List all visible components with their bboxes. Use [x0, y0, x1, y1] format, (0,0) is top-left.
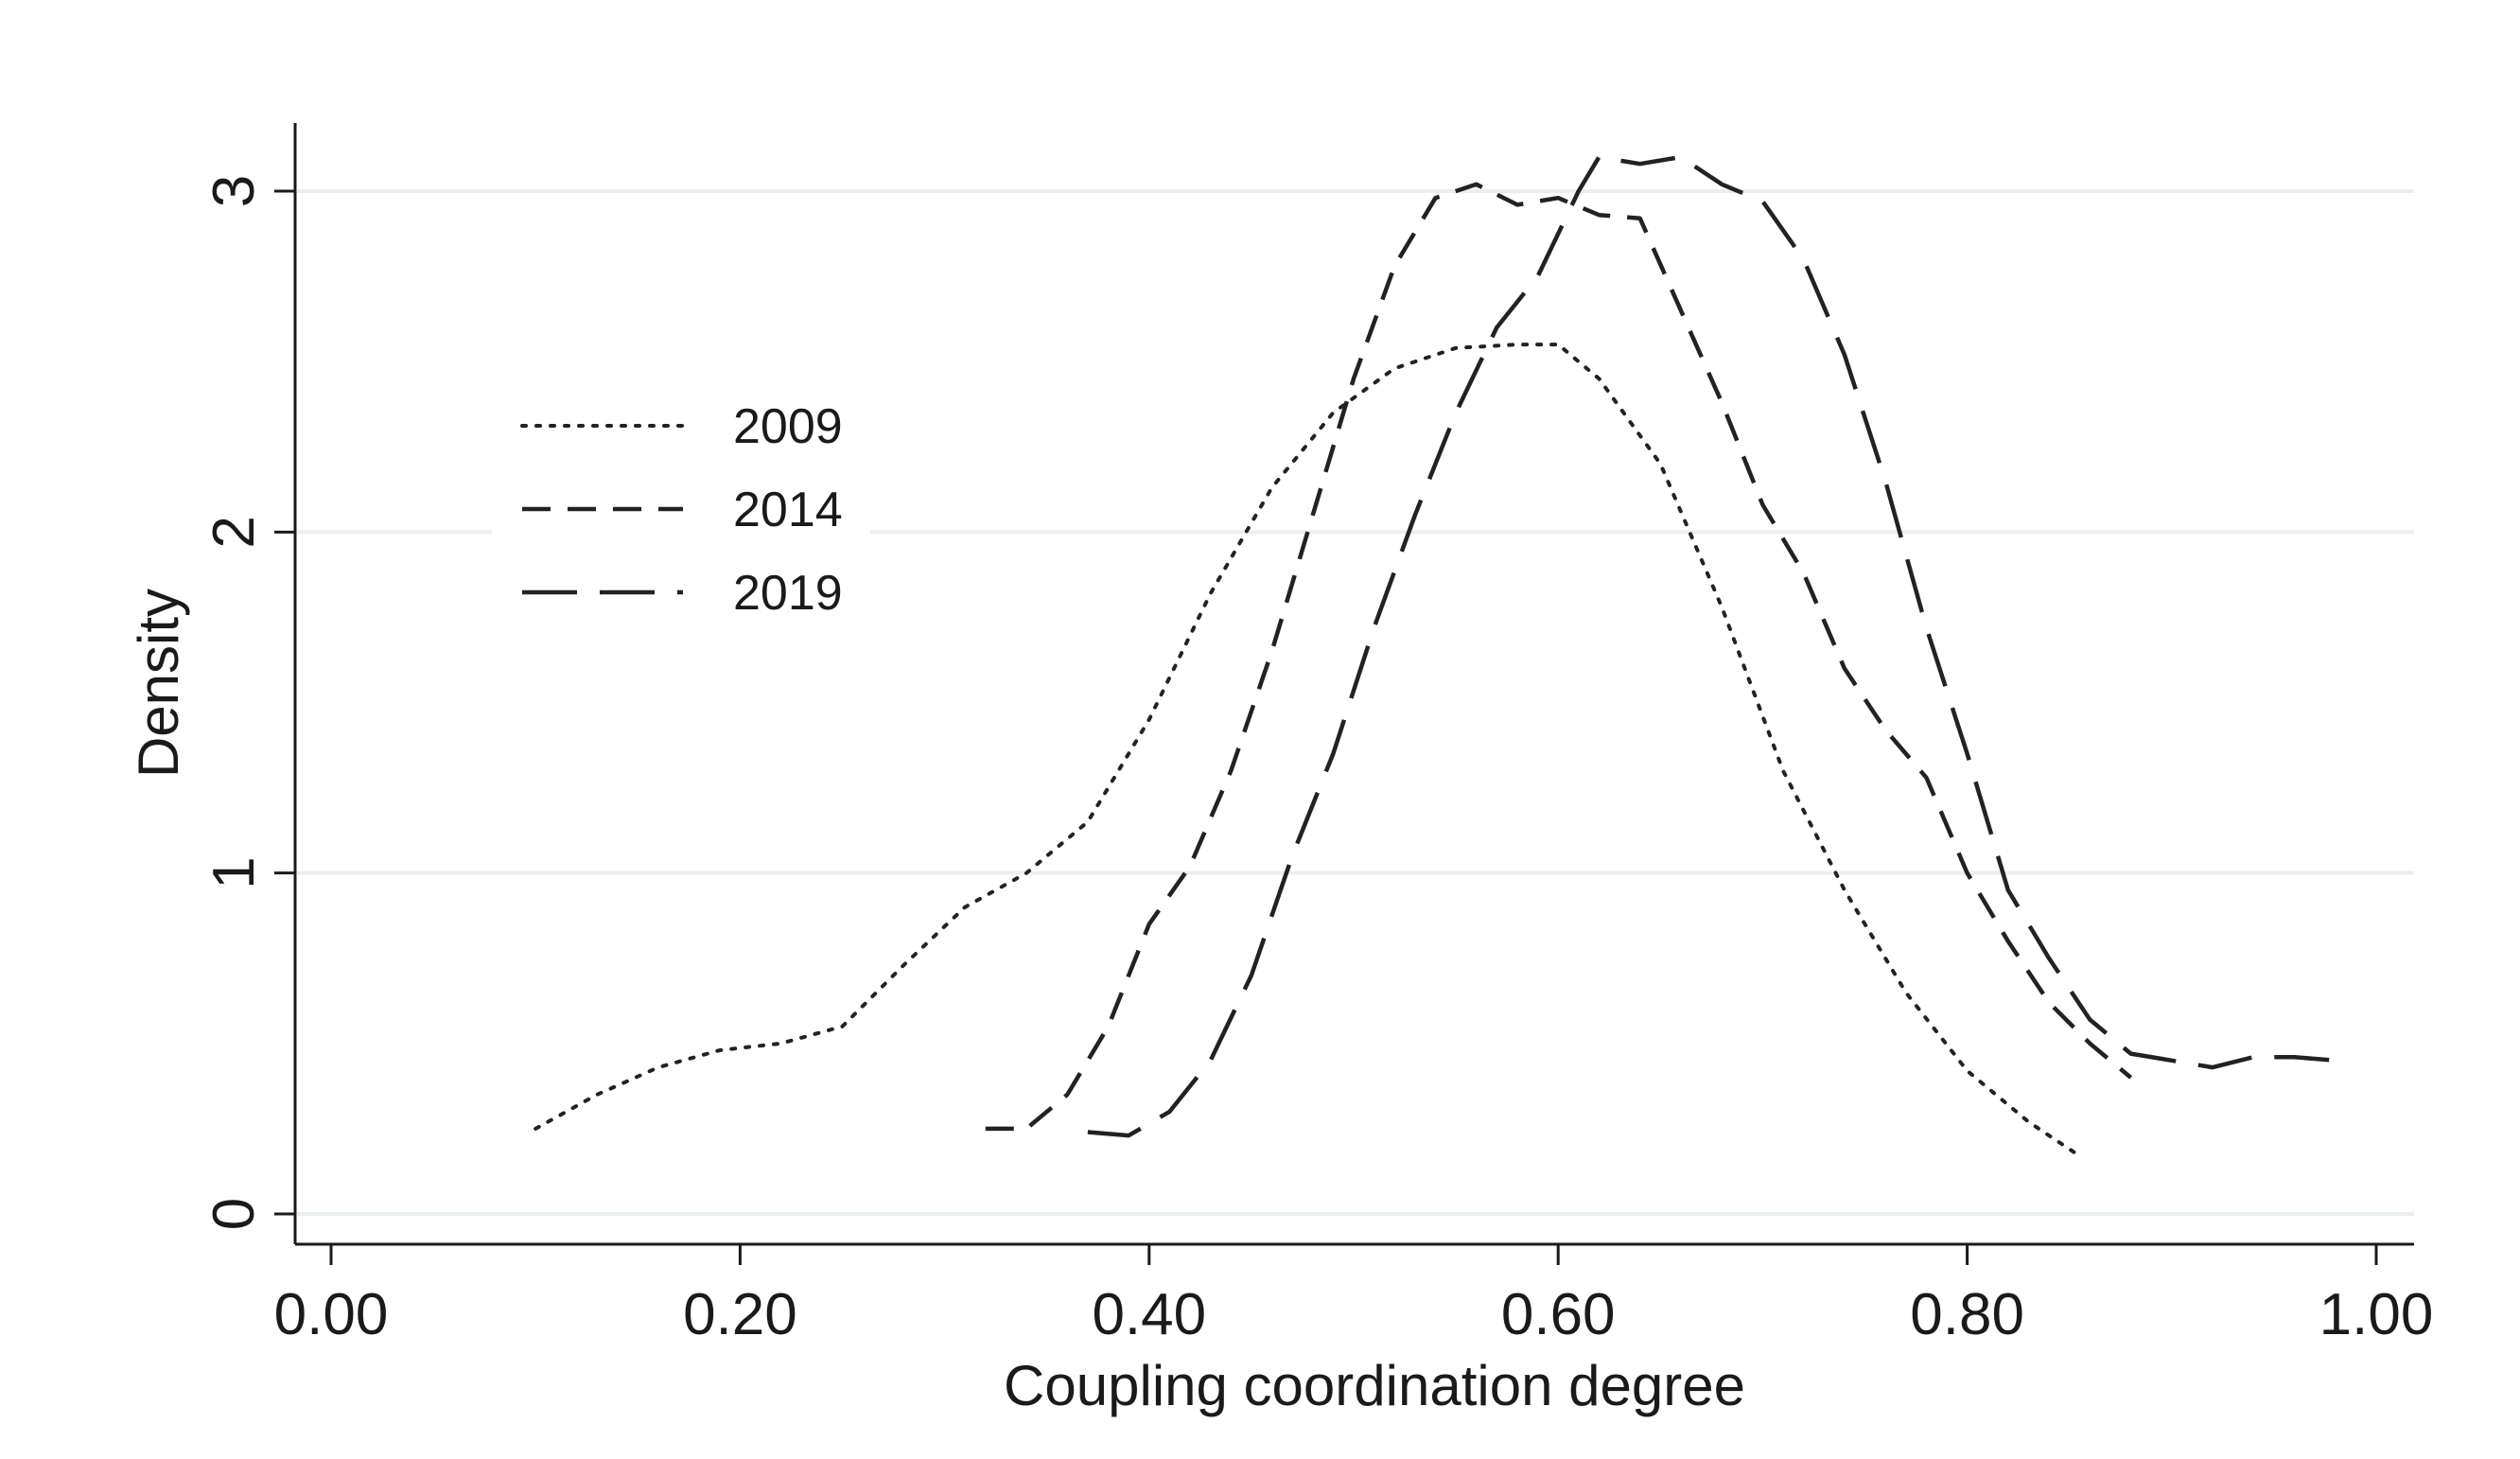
x-tick-label: 0.00	[274, 1282, 389, 1347]
legend-label-2019: 2019	[733, 566, 843, 621]
legend-label-2009: 2009	[733, 399, 843, 454]
series-line-2014	[985, 182, 2133, 1132]
x-tick-label: 0.80	[1910, 1282, 2024, 1347]
x-tick-label: 1.00	[2319, 1282, 2434, 1347]
series-lines	[534, 154, 2336, 1158]
y-tick-label: 3	[201, 175, 267, 207]
x-tick-label: 0.60	[1501, 1282, 1616, 1347]
legend: 2009 2014 2019	[492, 374, 870, 634]
y-tick-label: 1	[201, 856, 267, 888]
y-tick-label: 2	[201, 516, 267, 548]
x-tick-label: 0.20	[683, 1282, 797, 1347]
y-tick-label: 0	[201, 1198, 267, 1230]
x-tick-label: 0.40	[1092, 1282, 1206, 1347]
series-line-2009	[534, 343, 2082, 1158]
legend-label-2014: 2014	[733, 483, 843, 537]
x-axis-ticks: 0.00 0.20 0.40 0.60 0.80 1.00	[274, 1244, 2434, 1347]
y-axis-title: Density	[127, 589, 190, 778]
y-axis-ticks: 0 1 2 3	[201, 175, 295, 1230]
x-axis-title: Coupling coordination degree	[1004, 1354, 1745, 1417]
gridlines	[297, 189, 2414, 1216]
series-line-2019	[1087, 154, 2336, 1138]
